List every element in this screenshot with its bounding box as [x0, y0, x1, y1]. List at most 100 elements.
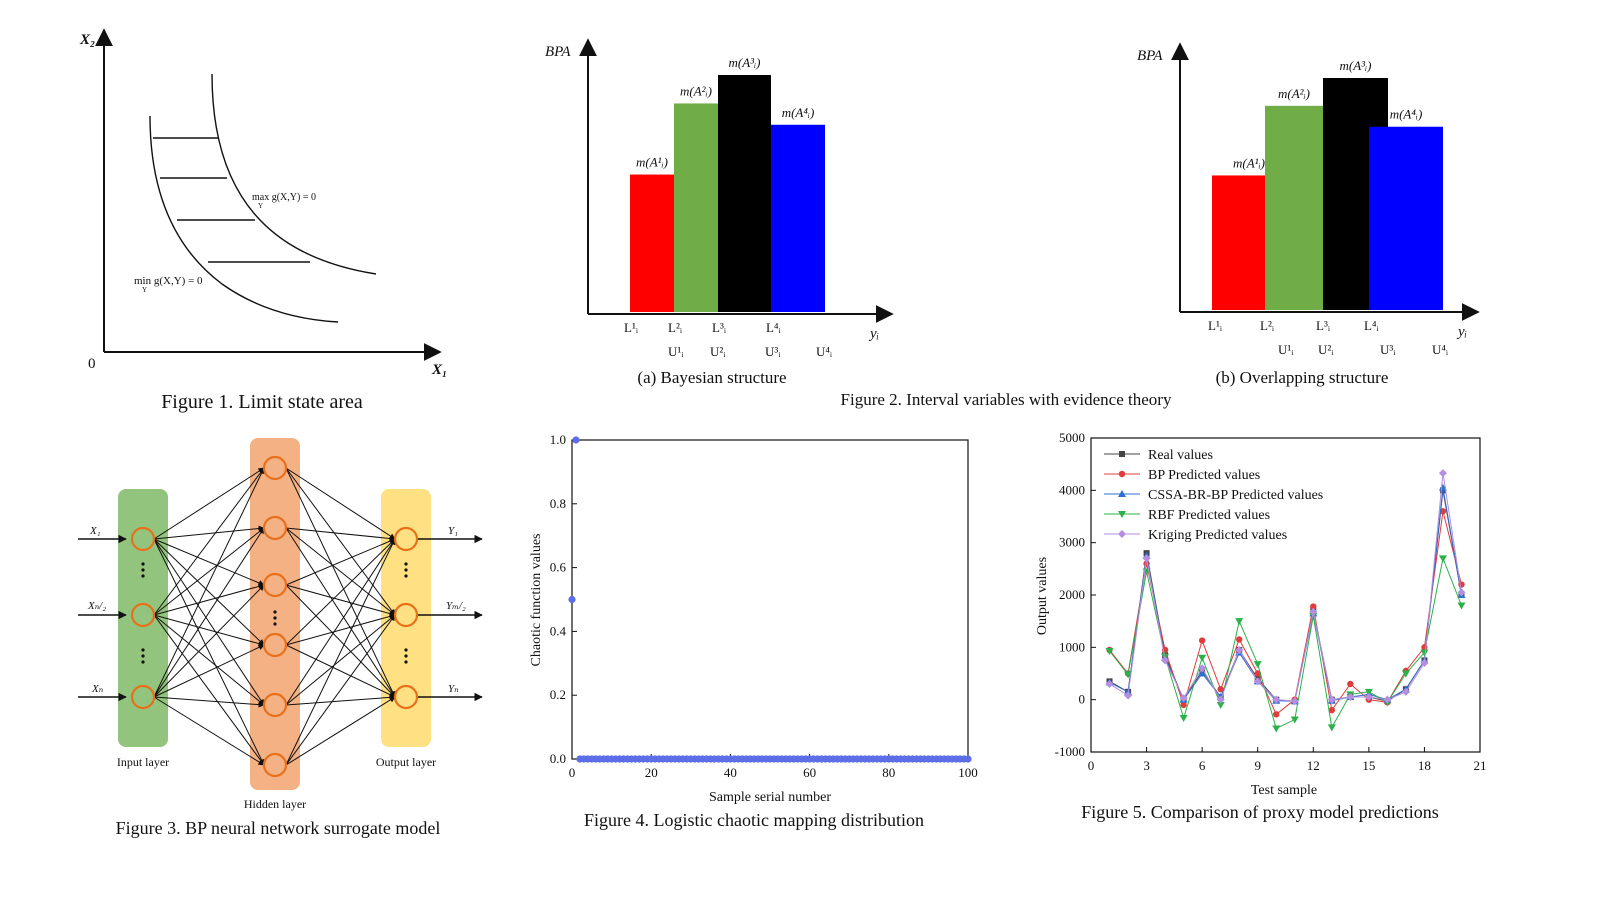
fig4-x-tick-2: 40 — [724, 765, 737, 780]
fig5-x-tick-5: 15 — [1362, 758, 1375, 773]
fig5-legend-label-5: Kriging Predicted values — [1148, 528, 1287, 543]
fig3-output-label-2: Yₘ/₂ — [446, 600, 466, 612]
fig4-y-tick-1: 0.2 — [550, 687, 566, 702]
fig2a-bar-3 — [718, 75, 771, 312]
fig3-ellipsis — [141, 562, 408, 664]
fig5-line-2 — [1109, 511, 1462, 716]
fig3-input-layer-band — [118, 489, 168, 747]
fig5-s5-point-1 — [1105, 679, 1114, 688]
fig5-s5-point-17 — [1401, 687, 1410, 696]
fig5-legend-label-3: CSSA-BR-BP Predicted values — [1148, 488, 1323, 503]
fig5-x-tick-6: 18 — [1418, 758, 1431, 773]
figure-2: BPA yᵢ m(A¹ᵢ)m(A²ᵢ)m(A³ᵢ)m(A⁴ᵢ) L¹ᵢ L²ᵢ … — [545, 38, 1480, 409]
fig4-y-tick-4: 0.8 — [550, 496, 566, 511]
fig5-s2-point-5 — [1180, 701, 1187, 709]
fig5-s4-point-2 — [1124, 671, 1133, 679]
fig2b-tick-L4: L⁴ᵢ — [1364, 318, 1379, 333]
fig2a-subcaption: (a) Bayesian structure — [637, 368, 786, 387]
fig5-s4-point-20 — [1457, 602, 1466, 610]
fig4-x-tick-1: 20 — [645, 765, 658, 780]
fig2a-tick-U3: U³ᵢ — [765, 344, 781, 359]
fig5-s2-point-13 — [1328, 706, 1336, 714]
fig5-s5-point-11 — [1290, 697, 1299, 706]
fig5-legend-marker-1 — [1119, 451, 1125, 457]
fig5-y-tick-1: 0 — [1079, 692, 1086, 707]
fig5-s5-point-18 — [1420, 659, 1429, 668]
fig5-s2-point-7 — [1217, 686, 1224, 693]
fig3-output-node-3 — [393, 684, 419, 710]
fig5-x-tick-3: 9 — [1254, 758, 1261, 773]
fig2a-bar-1 — [630, 174, 674, 312]
fig3-input-label-3: Xₙ — [91, 683, 103, 695]
fig3-input-node-2 — [130, 602, 156, 628]
fig4-point-1 — [572, 436, 580, 444]
fig5-s2-point-8 — [1235, 636, 1243, 643]
figure-4: 0 20 40 60 80 100 0.0 0.2 0.4 0.6 0.8 1.0 Chaotic f… — [529, 432, 978, 830]
fig5-legend-marker-4 — [1118, 511, 1126, 518]
fig4-x-tick-0: 0 — [569, 765, 576, 780]
fig2a-bar-2 — [674, 103, 718, 312]
fig4-y-label: Chaotic function values — [529, 534, 544, 667]
fig2a-tick-L1: L¹ᵢ — [624, 320, 639, 335]
fig5-s3-point-6 — [1198, 669, 1207, 677]
fig5-s4-point-18 — [1420, 649, 1429, 657]
fig5-y-tick-6: 5000 — [1059, 430, 1085, 445]
fig1-min-curve — [149, 115, 339, 323]
fig3-hidden-node-1 — [262, 455, 288, 481]
fig5-s4-point-5 — [1179, 714, 1188, 722]
fig5-s5-point-15 — [1364, 693, 1373, 702]
fig3-output-layer-label: Output layer — [376, 755, 436, 769]
fig5-y-tick-2: 1000 — [1059, 639, 1085, 654]
fig5-x-tick-1: 3 — [1143, 758, 1150, 773]
fig5-s2-point-6 — [1198, 637, 1206, 644]
fig3-input-label-2: Xₙ/₂ — [87, 600, 106, 612]
figure-3: X₁ Xₙ/₂ Xₙ Y₁ Yₘ/₂ Yₙ Input layer Hidden… — [78, 438, 483, 838]
fig3-hidden-layer-band — [250, 438, 300, 790]
fig3-output-label-1: Y₁ — [448, 525, 458, 537]
fig4-point-100 — [964, 755, 972, 763]
fig4-caption: Figure 4. Logistic chaotic mapping distr… — [584, 810, 924, 830]
fig5-s2-point-10 — [1273, 711, 1280, 718]
fig3-hidden-node-5 — [262, 692, 288, 718]
fig2-panel-a: BPA yᵢ m(A¹ᵢ)m(A²ᵢ)m(A³ᵢ)m(A⁴ᵢ) L¹ᵢ L²ᵢ … — [545, 38, 894, 387]
fig5-s4-point-8 — [1235, 618, 1244, 626]
fig2b-subcaption: (b) Overlapping structure — [1216, 368, 1389, 387]
fig4-x-tick-3: 60 — [803, 765, 816, 780]
fig2b-bar-label-4: m(A⁴ᵢ) — [1390, 107, 1423, 122]
fig4-y-tick-3: 0.6 — [550, 560, 567, 575]
fig3-hidden-node-6 — [262, 752, 288, 778]
fig5-y-tick-5: 4000 — [1059, 482, 1085, 497]
fig1-x-label: X₁ — [431, 362, 447, 378]
fig4-plot-frame — [571, 439, 969, 760]
fig2b-tick-L1: L¹ᵢ — [1208, 318, 1223, 333]
fig5-y-tick-0: -1000 — [1055, 744, 1085, 759]
fig5-y-tick-4: 3000 — [1059, 535, 1085, 550]
fig5-s5-point-14 — [1346, 693, 1355, 702]
fig2a-tick-U2: U²ᵢ — [710, 344, 726, 359]
fig2a-x-label: yᵢ — [868, 326, 879, 342]
fig3-input-layer-label: Input layer — [117, 755, 169, 769]
fig2a-bar-label-2: m(A²ᵢ) — [680, 83, 712, 98]
fig5-series-4 — [1105, 555, 1466, 733]
fig5-s2-point-9 — [1254, 670, 1261, 677]
fig5-s5-point-13 — [1327, 695, 1336, 704]
fig4-x-tick-4: 80 — [882, 765, 895, 780]
fig5-legend-label-1: Real values — [1148, 448, 1213, 463]
fig5-x-tick-0: 0 — [1088, 758, 1095, 773]
fig1-max-label: max g(X,Y) = 0 — [252, 192, 316, 203]
fig2a-bar-label-4: m(A⁴ᵢ) — [782, 105, 815, 120]
fig5-x-tick-2: 6 — [1199, 758, 1206, 773]
fig5-legend-label-2: BP Predicted values — [1148, 468, 1260, 483]
fig1-caption: Figure 1. Limit state area — [161, 391, 363, 413]
fig5-series-5 — [1105, 469, 1466, 706]
fig5-s4-point-7 — [1216, 701, 1225, 709]
fig5-s5-point-7 — [1216, 695, 1225, 704]
fig5-s5-point-19 — [1438, 469, 1447, 478]
fig2b-x-label: yᵢ — [1456, 324, 1467, 340]
fig5-s5-point-5 — [1179, 694, 1188, 703]
fig3-output-node-2 — [393, 602, 419, 628]
fig5-s4-point-11 — [1290, 716, 1299, 724]
fig5-s5-point-10 — [1272, 695, 1281, 704]
fig5-s4-point-15 — [1364, 688, 1373, 696]
fig2b-tick-L2: L²ᵢ — [1260, 318, 1275, 333]
